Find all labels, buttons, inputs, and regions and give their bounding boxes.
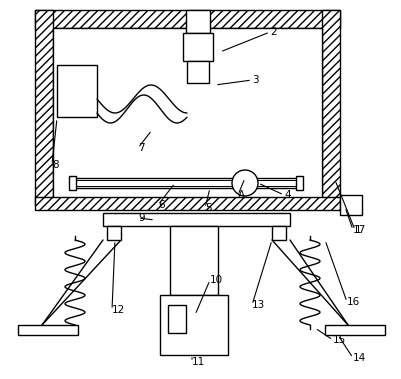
Text: A: A bbox=[237, 190, 245, 200]
Text: 16: 16 bbox=[346, 297, 359, 307]
Text: 15: 15 bbox=[332, 335, 345, 345]
Bar bbox=[186, 10, 209, 33]
Bar bbox=[295, 176, 302, 190]
Bar bbox=[71, 178, 299, 188]
Circle shape bbox=[231, 170, 257, 196]
Bar bbox=[75, 180, 295, 186]
Text: 8: 8 bbox=[52, 160, 59, 170]
Bar bbox=[103, 213, 289, 226]
Bar bbox=[53, 28, 321, 205]
Bar bbox=[324, 325, 384, 335]
Bar bbox=[186, 61, 209, 83]
Bar bbox=[160, 295, 227, 355]
Text: 3: 3 bbox=[251, 75, 258, 85]
Text: 12: 12 bbox=[112, 305, 125, 315]
Bar bbox=[339, 195, 361, 215]
Bar bbox=[57, 65, 97, 117]
Text: 2: 2 bbox=[269, 27, 276, 37]
Bar bbox=[107, 226, 121, 240]
Bar bbox=[69, 176, 76, 190]
Text: 14: 14 bbox=[352, 353, 365, 363]
Text: 17: 17 bbox=[352, 225, 365, 235]
Bar bbox=[35, 10, 339, 28]
Text: 11: 11 bbox=[192, 357, 205, 367]
Bar bbox=[321, 10, 339, 205]
Text: 10: 10 bbox=[209, 275, 223, 285]
Bar bbox=[35, 10, 53, 205]
Text: 1: 1 bbox=[354, 225, 361, 235]
Bar bbox=[18, 325, 78, 335]
Text: 9: 9 bbox=[138, 213, 144, 223]
Text: 7: 7 bbox=[138, 143, 144, 153]
Bar bbox=[182, 33, 213, 61]
Text: 6: 6 bbox=[158, 200, 164, 210]
Text: 4: 4 bbox=[283, 190, 290, 200]
Bar bbox=[271, 226, 285, 240]
Bar bbox=[168, 305, 186, 333]
Text: 5: 5 bbox=[205, 203, 211, 213]
Bar bbox=[170, 226, 217, 295]
Bar bbox=[35, 197, 339, 210]
Text: 13: 13 bbox=[251, 300, 265, 310]
